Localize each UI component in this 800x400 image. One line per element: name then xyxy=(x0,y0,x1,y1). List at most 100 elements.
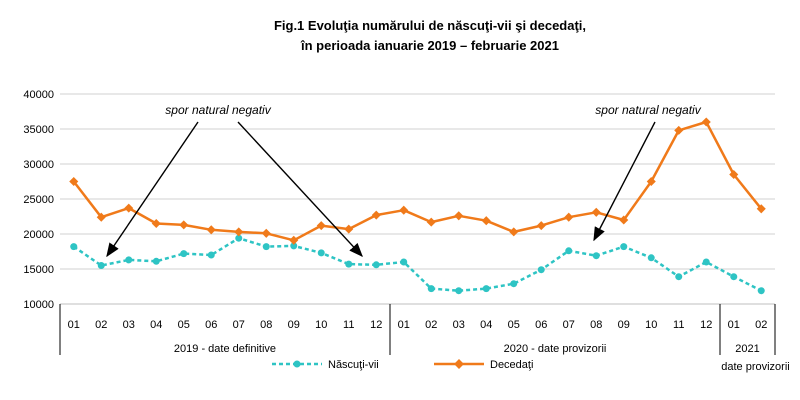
x-group-label: 2019 - date definitive xyxy=(174,343,276,355)
data-point-deaths xyxy=(69,176,79,187)
data-point-births xyxy=(125,256,133,264)
data-point-deaths xyxy=(591,207,601,217)
data-point-births xyxy=(427,285,435,293)
series-line-deaths xyxy=(72,120,763,242)
series-line-births xyxy=(73,236,762,292)
x-tick-label: 03 xyxy=(123,319,135,331)
y-tick-label: 25000 xyxy=(23,194,54,206)
data-point-births xyxy=(372,261,380,269)
x-tick-label: 04 xyxy=(480,319,492,331)
data-point-deaths xyxy=(234,227,244,237)
annotation-negative-growth-2020: spor natural negativ xyxy=(595,103,701,117)
x-tick-label: 01 xyxy=(398,319,410,331)
x-tick-label: 05 xyxy=(178,319,190,331)
y-tick-label: 30000 xyxy=(23,159,54,171)
x-tick-label: 01 xyxy=(728,319,740,331)
data-point-births xyxy=(262,243,270,251)
x-tick-label: 11 xyxy=(343,319,354,331)
data-point-deaths xyxy=(96,212,106,222)
data-point-deaths xyxy=(674,125,684,135)
x-tick-label: 05 xyxy=(508,319,520,331)
y-tick-label: 15000 xyxy=(23,264,54,276)
annotations: spor natural negativ spor natural negati… xyxy=(106,103,702,258)
data-point-deaths xyxy=(426,217,436,227)
data-point-births xyxy=(70,243,78,251)
y-tick-label: 20000 xyxy=(23,229,54,241)
x-group-label: 2020 - date provizorii xyxy=(504,343,607,355)
x-tick-label: 12 xyxy=(370,319,382,331)
x-axis: 01 02 03 04 05 06 07 08 09 10 11 12 01 02 03 04 05 06 07 08… xyxy=(59,303,790,373)
x-tick-label: 02 xyxy=(95,319,107,331)
data-point-births xyxy=(730,273,738,281)
chart-title-line-2: în perioada ianuarie 2019 – februarie 20… xyxy=(300,38,559,53)
data-point-births xyxy=(510,280,518,288)
data-point-births xyxy=(675,273,683,281)
data-point-births xyxy=(290,242,298,250)
x-tick-label: 09 xyxy=(288,319,300,331)
data-point-births xyxy=(400,258,408,266)
data-point-births xyxy=(482,285,490,293)
data-point-births xyxy=(97,262,105,269)
x-tick-label: 04 xyxy=(150,319,162,331)
x-tick-label: 08 xyxy=(260,319,272,331)
x-tick-label: 03 xyxy=(453,319,465,331)
x-tick-label: 06 xyxy=(535,319,547,331)
legend-label-births: Născuţi-vii xyxy=(328,359,379,371)
x-group-sublabel: date provizorii xyxy=(721,361,789,373)
x-tick-label: 12 xyxy=(700,319,712,331)
data-point-deaths xyxy=(564,212,574,222)
x-tick-label: 09 xyxy=(618,319,630,331)
data-point-deaths xyxy=(179,220,189,230)
data-point-births xyxy=(180,250,188,258)
data-point-deaths xyxy=(316,221,326,231)
data-point-births xyxy=(647,254,655,262)
data-point-births xyxy=(565,247,573,255)
data-point-births xyxy=(152,257,160,265)
x-group-label: 2021 xyxy=(735,343,759,355)
data-point-births xyxy=(345,260,353,268)
data-point-births xyxy=(235,234,243,242)
data-point-deaths xyxy=(344,224,354,234)
data-point-births xyxy=(592,252,600,260)
y-tick-label: 10000 xyxy=(23,299,54,311)
annotation-arrow xyxy=(237,121,363,258)
data-point-deaths xyxy=(399,205,409,215)
data-point-births xyxy=(207,251,215,259)
y-tick-label: 40000 xyxy=(23,89,54,101)
data-point-births xyxy=(455,287,463,295)
x-tick-label: 01 xyxy=(68,319,80,331)
x-tick-label: 02 xyxy=(755,319,767,331)
data-point-deaths xyxy=(289,235,299,245)
annotation-arrow xyxy=(106,121,199,258)
x-tick-label: 07 xyxy=(233,319,245,331)
data-point-deaths xyxy=(509,227,519,237)
y-tick-label: 35000 xyxy=(23,124,54,136)
x-tick-label: 08 xyxy=(590,319,602,331)
annotation-negative-growth-2019: spor natural negativ xyxy=(165,103,271,117)
data-point-deaths xyxy=(701,117,711,127)
annotation-arrow xyxy=(593,121,656,242)
data-point-deaths xyxy=(481,216,491,226)
data-point-deaths xyxy=(151,218,161,229)
legend: Născuţi-vii Decedaţi xyxy=(272,359,533,371)
y-axis-ticks: 10000 15000 20000 25000 30000 35000 40000 xyxy=(23,89,54,311)
data-point-deaths xyxy=(536,221,546,231)
x-tick-label: 10 xyxy=(645,319,657,331)
legend-swatch-births-marker xyxy=(293,360,301,368)
series-layer xyxy=(69,117,766,295)
x-tick-label: 06 xyxy=(205,319,217,331)
x-tick-label: 10 xyxy=(315,319,327,331)
chart-title-line-1: Fig.1 Evoluţia numărului de născuţi-vii … xyxy=(274,18,586,33)
data-point-births xyxy=(620,243,628,251)
x-tick-label: 02 xyxy=(425,319,437,331)
x-tick-label: 11 xyxy=(673,319,684,331)
data-point-births xyxy=(757,287,765,295)
data-point-deaths xyxy=(371,210,381,220)
data-point-births xyxy=(317,249,325,257)
legend-label-deaths: Decedaţi xyxy=(490,359,533,371)
data-point-deaths xyxy=(454,211,464,221)
data-point-deaths xyxy=(261,228,271,238)
legend-swatch-deaths-marker xyxy=(454,359,464,369)
x-tick-label: 07 xyxy=(563,319,575,331)
